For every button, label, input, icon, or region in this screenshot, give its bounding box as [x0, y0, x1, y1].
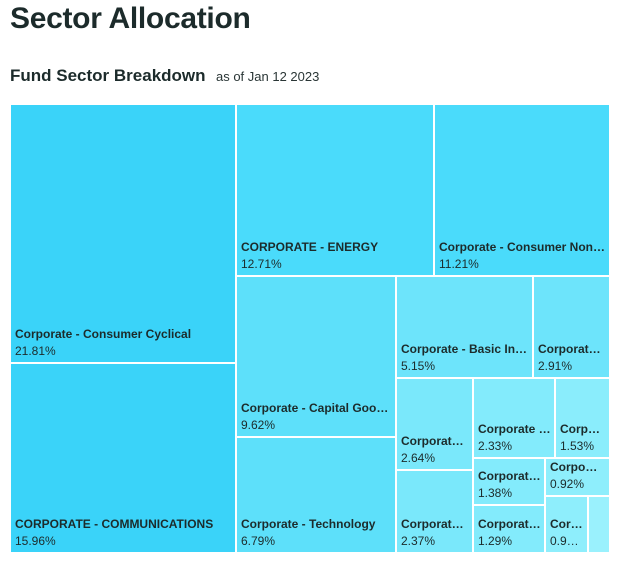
treemap-cell-label: Corpo… [550, 460, 598, 474]
sector-treemap: Corporate - Consumer Cyclical 21.81% CORPO… [10, 104, 610, 553]
treemap-cell-text: Cor… 0.9… [550, 516, 585, 550]
treemap-cell[interactable]: Corporat… 1.29% [473, 505, 545, 553]
as-of-date: as of Jan 12 2023 [215, 69, 320, 84]
treemap-cell-value: 1.29% [478, 534, 513, 548]
treemap-cell-label: CORPORATE - COMMUNICATIONS [15, 517, 214, 531]
treemap-cell-text: Corporate… 2.37% [401, 516, 470, 550]
treemap-cell-label: Corpo… [560, 422, 607, 436]
treemap-cell-label: Corporat… [478, 469, 541, 483]
treemap-cell-text: Corporate - Consumer Non… 11.21% [439, 239, 607, 273]
treemap-cell-value: 2.91% [538, 359, 573, 373]
treemap-cell-label: Corporate … [478, 422, 551, 436]
treemap-cell-text: Corporate - Technology 6.79% [241, 516, 393, 550]
treemap-cell-value: 9.62% [241, 418, 276, 432]
treemap-cell[interactable] [588, 496, 610, 553]
treemap-cell[interactable]: CORPORATE - COMMUNICATIONS 15.96% [10, 363, 236, 553]
treemap-cell-label: CORPORATE - ENERGY [241, 240, 379, 254]
treemap-cell[interactable]: Corporate … 2.33% [473, 378, 555, 458]
treemap-cell-label: Corporate - Capital Goo… [241, 401, 389, 415]
treemap-cell-text: Corporate - Basic In… 5.15% [401, 341, 530, 375]
treemap-cell-text: CORPORATE - COMMUNICATIONS 15.96% [15, 516, 233, 550]
treemap-cell-text: Corpo… 1.53% [560, 421, 607, 455]
treemap-cell-text: Corpo… 0.92% [550, 459, 607, 493]
treemap-cell-text: Corporat… 1.38% [478, 468, 542, 502]
treemap-cell[interactable]: Corporate - Capital Goo… 9.62% [236, 276, 396, 437]
chart-subheading: Fund Sector Breakdown as of Jan 12 2023 [10, 66, 319, 86]
treemap-cell-label: Corporate - Technology [241, 517, 376, 531]
treemap-cell-text: Corporat… 1.29% [478, 516, 542, 550]
treemap-cell-label: Cor… [550, 517, 583, 531]
treemap-cell[interactable]: Corpo… 1.53% [555, 378, 610, 458]
treemap-cell-value: 0.9… [550, 534, 579, 548]
treemap-cell-label: Corporate… [538, 342, 607, 356]
treemap-cell-label: Corporate - Consumer Non… [439, 240, 606, 254]
treemap-cell-value: 11.21% [439, 257, 479, 271]
treemap-cell-label: Corporate - Consumer Cyclical [15, 327, 192, 341]
treemap-cell[interactable]: Corporate - Basic In… 5.15% [396, 276, 533, 378]
treemap-cell[interactable]: Corporate - Consumer Non… 11.21% [434, 104, 610, 276]
page-title: Sector Allocation [10, 2, 251, 35]
treemap-cell-value: 1.53% [560, 439, 595, 453]
treemap-cell[interactable]: Corporate… 2.37% [396, 470, 473, 553]
treemap-cell-value: 0.92% [550, 477, 585, 491]
treemap-cell-label: Corporate - Basic In… [401, 342, 528, 356]
treemap-cell-value: 21.81% [15, 344, 56, 358]
treemap-cell[interactable]: Corporate… 2.91% [533, 276, 610, 378]
treemap-cell-value: 15.96% [15, 534, 56, 548]
treemap-cell-value: 1.38% [478, 486, 513, 500]
treemap-cell-label: Corporate… [401, 434, 470, 448]
treemap-cell[interactable]: Corporat… 1.38% [473, 458, 545, 505]
treemap-cell-text: Corporate… 2.91% [538, 341, 607, 375]
treemap-cell[interactable]: Corporate - Technology 6.79% [236, 437, 396, 553]
treemap-cell-text: CORPORATE - ENERGY 12.71% [241, 239, 431, 273]
treemap-cell[interactable]: Corporate - Consumer Cyclical 21.81% [10, 104, 236, 363]
treemap-cell-text: Corporate - Capital Goo… 9.62% [241, 400, 393, 434]
treemap-cell-value: 12.71% [241, 257, 282, 271]
treemap-cell-label: Corporate… [401, 517, 470, 531]
treemap-cell[interactable]: Corporate… 2.64% [396, 378, 473, 470]
treemap-cell[interactable]: CORPORATE - ENERGY 12.71% [236, 104, 434, 276]
treemap-cell-value: 2.64% [401, 451, 436, 465]
treemap-cell-label: Corporat… [478, 517, 541, 531]
treemap-cell-text: Corporate - Consumer Cyclical 21.81% [15, 326, 233, 360]
treemap-cell-text: Corporate… 2.64% [401, 433, 470, 467]
treemap-cell-value: 5.15% [401, 359, 436, 373]
chart-title: Fund Sector Breakdown [10, 66, 206, 85]
treemap-cell-value: 6.79% [241, 534, 276, 548]
treemap-cell-text: Corporate … 2.33% [478, 421, 552, 455]
treemap-cell[interactable]: Cor… 0.9… [545, 496, 588, 553]
treemap-cell[interactable]: Corpo… 0.92% [545, 458, 610, 496]
treemap-cell-value: 2.37% [401, 534, 436, 548]
treemap-cell-value: 2.33% [478, 439, 513, 453]
